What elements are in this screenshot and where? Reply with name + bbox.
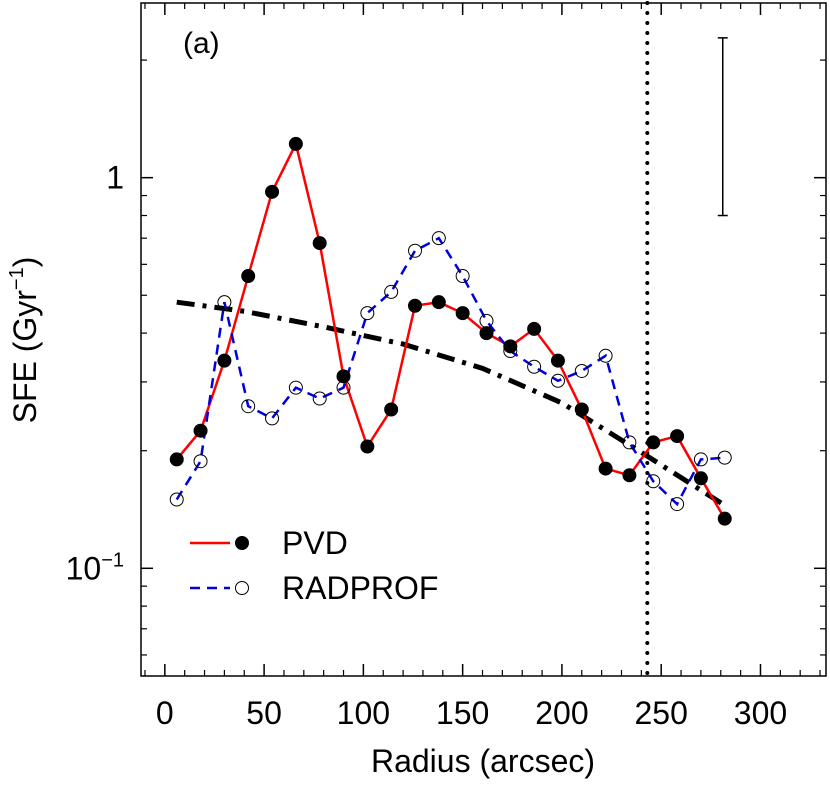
panel-label: (a)	[183, 27, 220, 60]
data-point-radprof	[670, 497, 685, 512]
data-point-pvd	[336, 369, 351, 384]
y-axis-label: SFE (Gyr−1)	[6, 257, 43, 424]
data-point-pvd	[527, 321, 542, 336]
legend-label-pvd: PVD	[282, 525, 348, 561]
y-axis-label-base: SFE (Gyr	[7, 290, 43, 424]
data-point-radprof	[693, 452, 708, 467]
data-point-pvd	[265, 184, 280, 199]
x-axis-label: Radius (arcsec)	[371, 743, 595, 779]
y-axis-label-sup: −1	[6, 267, 28, 290]
data-point-radprof	[384, 284, 399, 299]
y-tick-label-base: 10	[66, 550, 102, 586]
data-point-radprof	[479, 313, 494, 328]
data-point-radprof	[550, 373, 565, 388]
data-point-pvd	[622, 468, 637, 483]
data-point-radprof	[527, 359, 542, 374]
y-tick-label-exponent: −1	[101, 549, 124, 571]
x-tick-label: 300	[734, 695, 787, 731]
legend-label-radprof: RADPROF	[282, 570, 438, 606]
data-point-pvd	[360, 439, 375, 454]
data-point-pvd	[503, 339, 518, 354]
data-point-pvd	[670, 429, 685, 444]
data-point-pvd	[455, 306, 470, 321]
data-point-pvd	[169, 452, 184, 467]
y-axis-label-close: )	[7, 257, 43, 268]
data-point-pvd	[717, 511, 732, 526]
x-tick-label: 100	[337, 695, 390, 731]
data-point-radprof	[503, 343, 518, 358]
data-point-radprof	[169, 492, 184, 507]
series-group	[169, 136, 732, 526]
data-point-pvd	[408, 298, 422, 313]
legend: PVD RADPROF	[190, 525, 438, 606]
data-point-radprof	[622, 435, 637, 450]
data-point-pvd	[288, 136, 303, 151]
x-tick-label: 50	[246, 695, 282, 731]
fit-line-group	[176, 299, 727, 508]
data-point-radprof	[431, 231, 446, 246]
x-axis-ticks: 0 50 100 150 200 250 300	[144, 3, 821, 731]
data-point-pvd	[193, 423, 208, 438]
data-point-pvd	[479, 326, 494, 341]
data-point-radprof	[360, 306, 375, 321]
legend-marker-pvd	[235, 536, 249, 550]
data-point-pvd	[693, 471, 708, 486]
plot-frame	[140, 2, 827, 677]
data-point-radprof	[217, 295, 232, 310]
fit-line-dash-dot	[176, 299, 727, 508]
x-tick-label: 0	[156, 695, 174, 731]
error-bar-group	[717, 37, 728, 217]
x-tick-label: 200	[535, 695, 588, 731]
y-tick-label: 1	[106, 160, 124, 196]
data-point-pvd	[431, 295, 446, 310]
series-line-radprof	[175, 236, 725, 507]
data-point-radprof	[574, 363, 589, 378]
data-point-radprof	[312, 391, 327, 406]
data-point-radprof	[241, 399, 256, 414]
y-tick-label: 10−1	[66, 549, 124, 586]
data-point-radprof	[455, 269, 470, 284]
x-tick-label: 150	[436, 695, 489, 731]
data-point-pvd	[598, 461, 613, 476]
data-point-pvd	[241, 269, 256, 284]
data-point-radprof	[288, 380, 303, 395]
data-point-radprof	[265, 411, 280, 426]
data-point-radprof	[336, 380, 351, 395]
data-point-pvd	[384, 402, 399, 417]
data-point-radprof	[598, 348, 613, 363]
data-point-radprof	[646, 474, 661, 489]
data-point-radprof	[193, 454, 208, 469]
legend-marker-radprof	[235, 581, 249, 595]
data-point-pvd	[217, 353, 232, 368]
y-axis-ticks: 1 10−1	[66, 59, 826, 656]
data-point-pvd	[574, 402, 589, 417]
x-tick-label: 250	[635, 695, 688, 731]
data-point-pvd	[312, 236, 327, 251]
data-point-pvd	[646, 435, 661, 450]
data-point-radprof	[717, 450, 732, 465]
data-point-radprof	[408, 243, 422, 258]
y-tick-label-base: 1	[106, 160, 124, 196]
data-point-pvd	[550, 353, 565, 368]
